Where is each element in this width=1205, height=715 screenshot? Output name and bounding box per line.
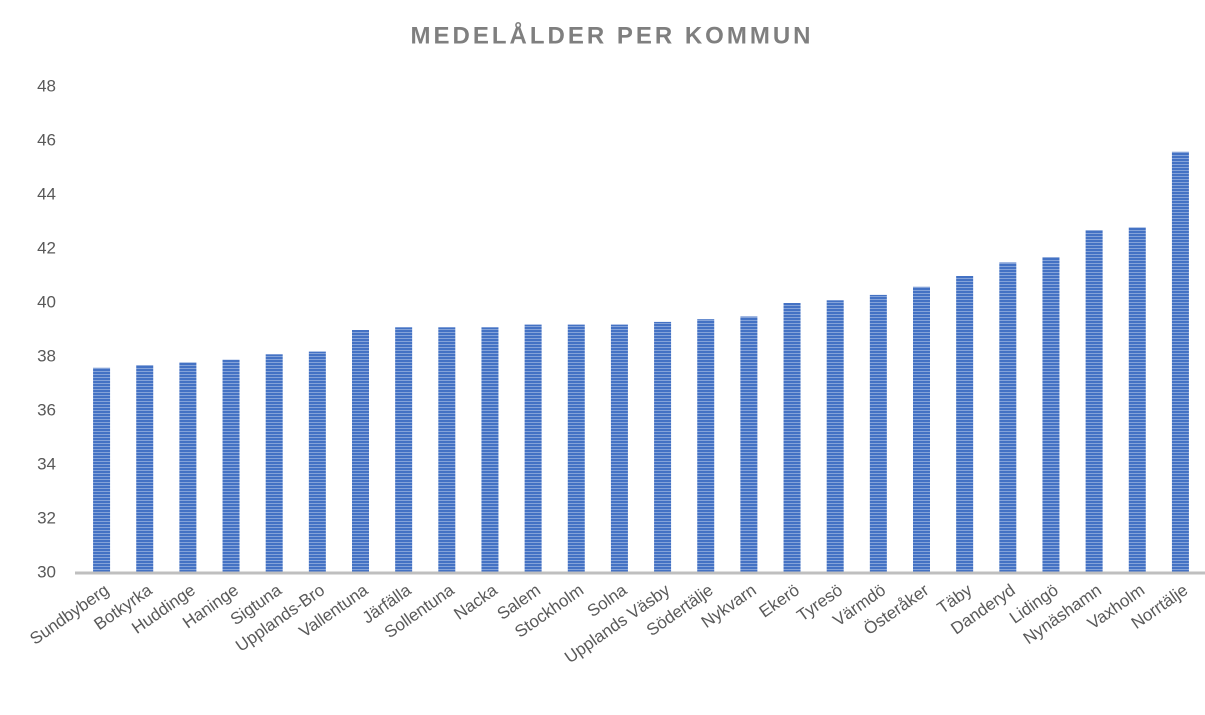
bar xyxy=(179,362,197,573)
y-tick-label: 30 xyxy=(37,562,56,581)
chart-title: MEDELÅLDER PER KOMMUN xyxy=(411,21,814,49)
bar xyxy=(654,321,672,573)
y-tick-label: 34 xyxy=(37,454,56,473)
bar xyxy=(308,351,326,573)
bar xyxy=(913,286,930,573)
bar xyxy=(956,276,974,573)
bar xyxy=(610,324,628,573)
y-tick-label: 40 xyxy=(37,292,56,311)
y-tick-label: 44 xyxy=(37,184,56,203)
x-tick-label: Ekerö xyxy=(756,580,803,621)
bar xyxy=(395,327,413,573)
bar xyxy=(222,359,240,573)
y-tick-label: 32 xyxy=(37,508,56,527)
bar xyxy=(783,303,801,573)
bar xyxy=(999,262,1017,573)
bar xyxy=(1171,151,1189,574)
bar xyxy=(1128,227,1146,573)
y-tick-label: 42 xyxy=(37,238,56,257)
bar xyxy=(567,324,585,573)
bar xyxy=(481,327,499,573)
bar xyxy=(697,319,715,573)
bar xyxy=(265,354,283,573)
bar xyxy=(93,367,111,573)
bar xyxy=(826,300,844,573)
bar xyxy=(1042,257,1060,573)
bar xyxy=(438,327,456,573)
bar xyxy=(136,365,154,573)
bar xyxy=(352,330,369,573)
y-tick-label: 48 xyxy=(37,76,56,95)
bar xyxy=(1085,230,1103,573)
bar xyxy=(524,324,542,573)
x-tick-label: Nacka xyxy=(450,580,501,624)
y-tick-label: 38 xyxy=(37,346,56,365)
bar xyxy=(869,294,887,573)
y-tick-label: 46 xyxy=(37,130,56,149)
y-tick-label: 36 xyxy=(37,400,56,419)
bar xyxy=(740,316,758,573)
